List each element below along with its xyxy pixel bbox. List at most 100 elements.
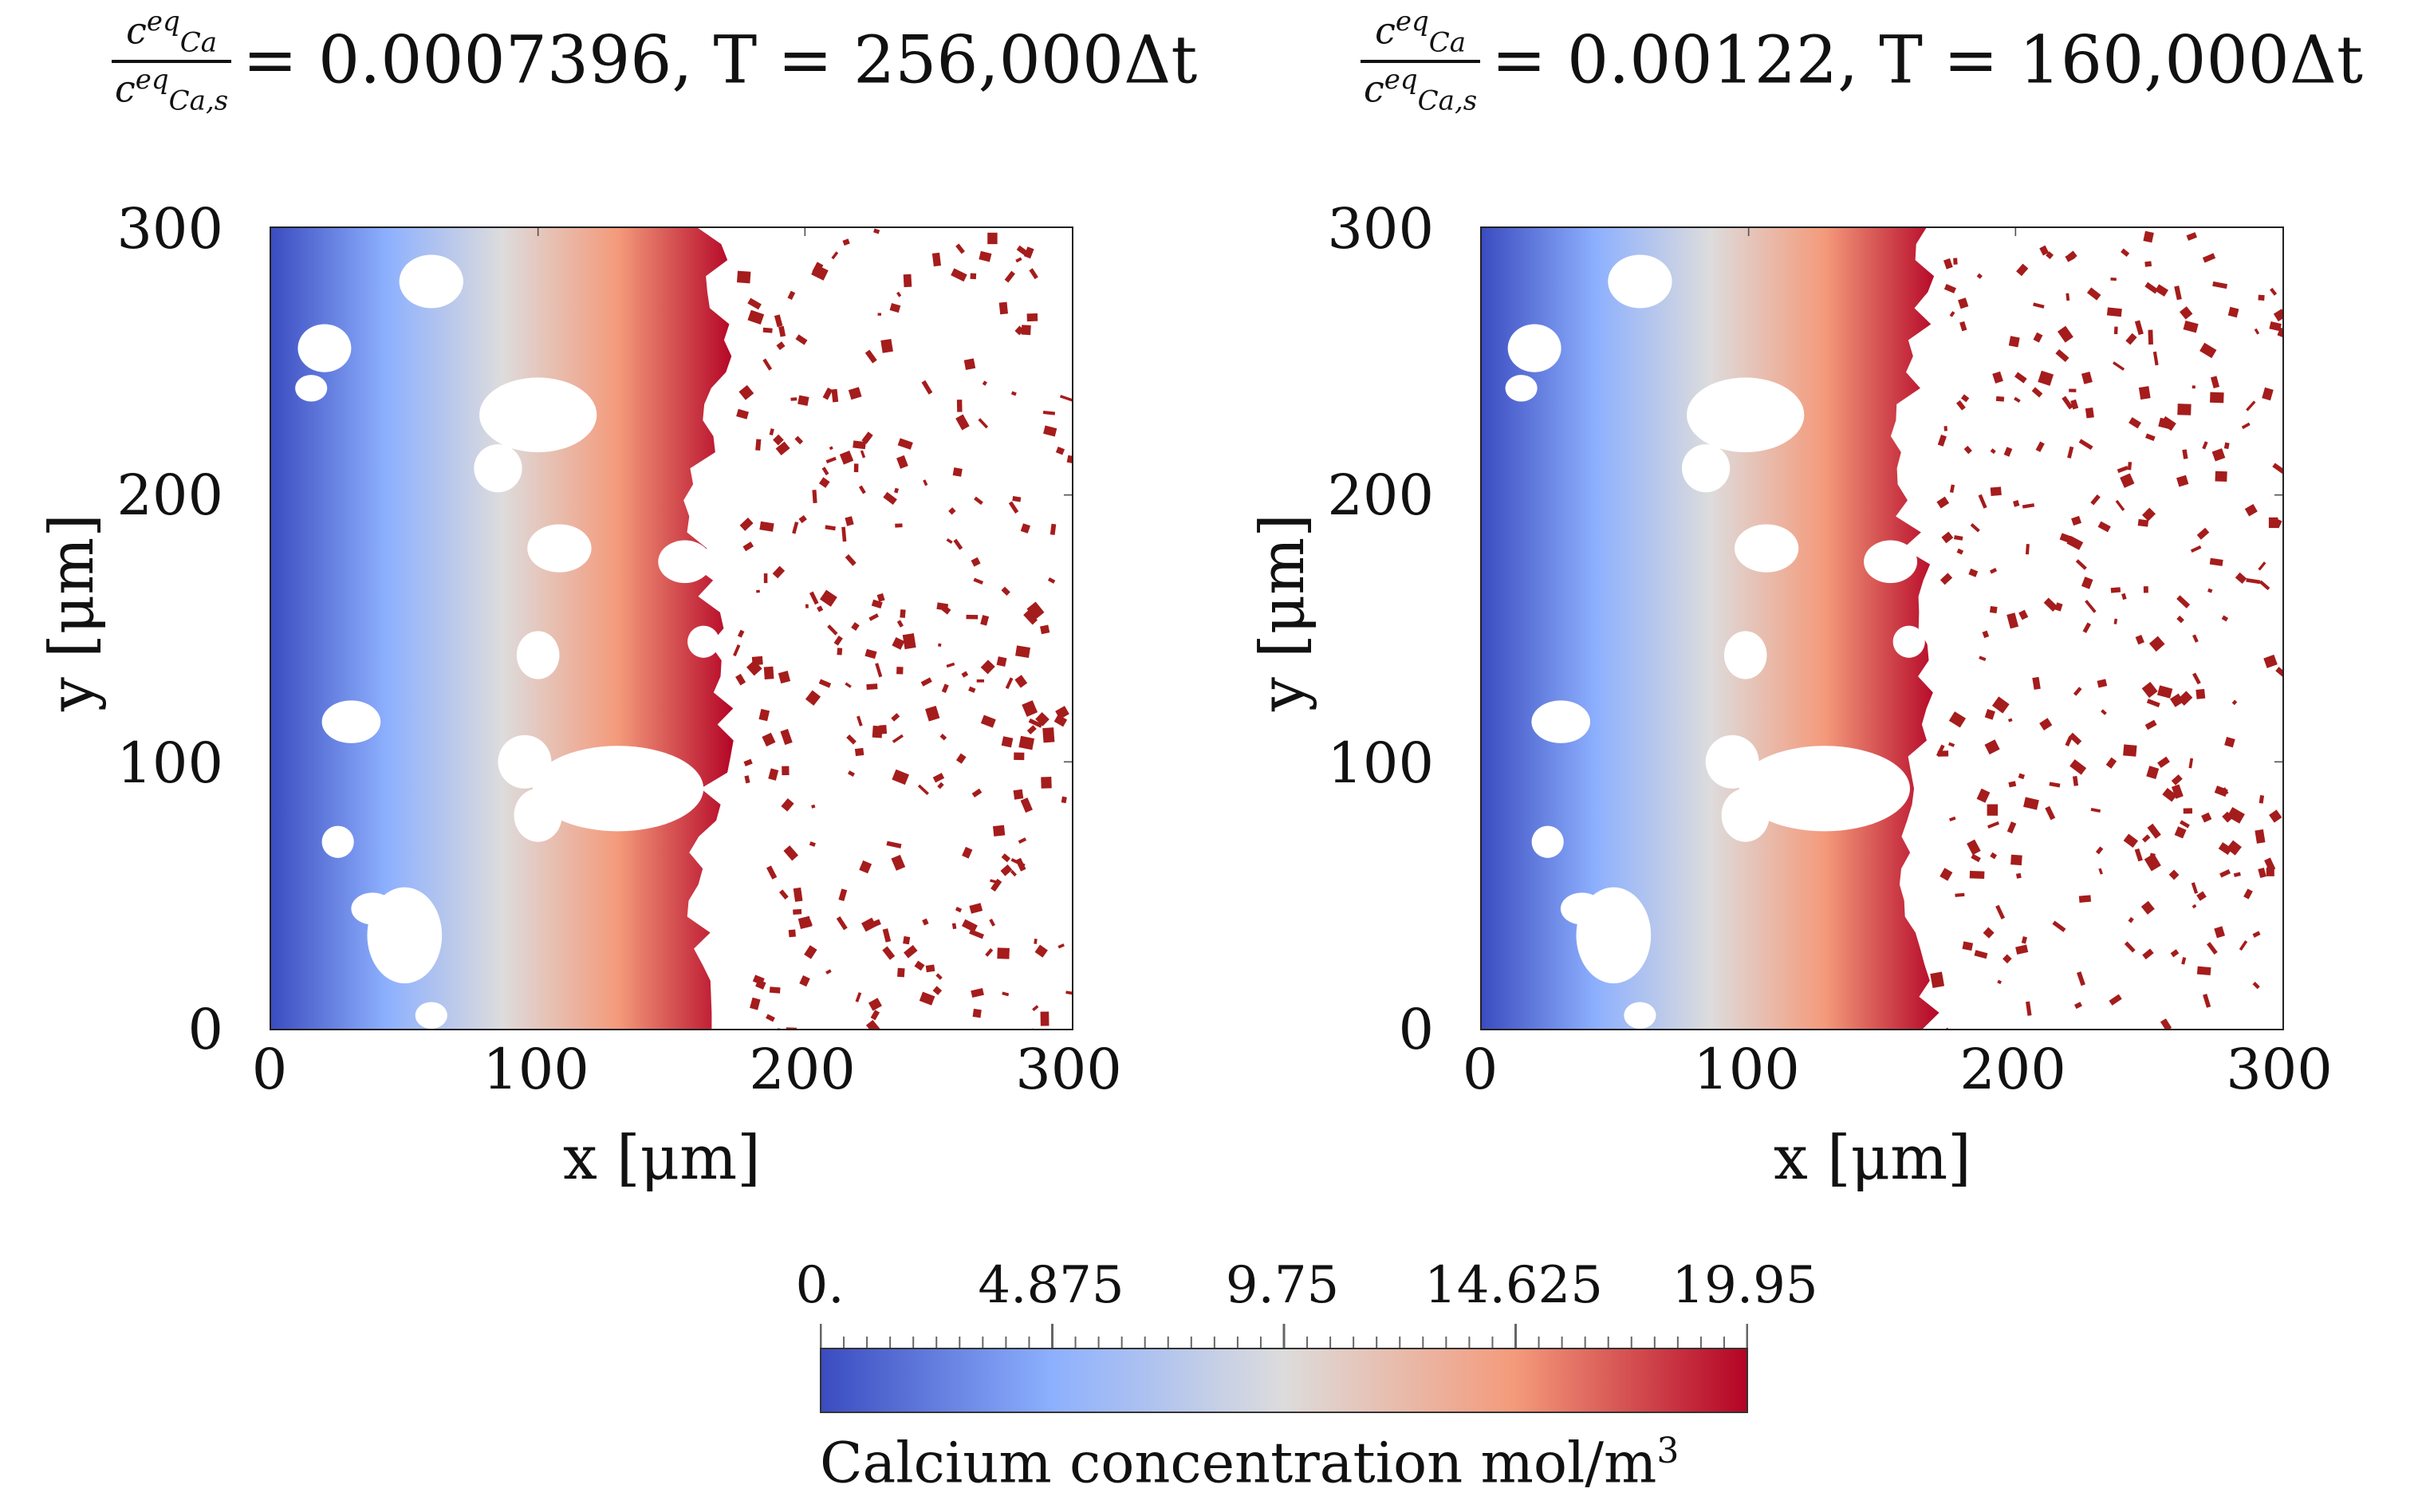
mineral-speck [2241,422,2251,430]
mineral-speck [788,929,796,938]
mineral-speck [935,973,943,980]
mineral-speck [1990,852,1998,860]
left-xlabel: x [μm] [563,1122,761,1193]
mineral-speck [2210,376,2220,389]
mineral-speck [1034,939,1038,944]
mineral-speck [2192,634,2199,643]
mineral-speck [868,613,879,621]
mineral-speck [997,947,1010,959]
mineral-speck [892,636,905,650]
mineral-speck [931,252,942,267]
mineral-speck [738,384,754,400]
mineral-speck [2147,823,2161,839]
mineral-speck [2113,326,2118,335]
mineral-speck [769,986,781,994]
mineral-speck [2085,407,2094,419]
mineral-speck [736,270,751,284]
mineral-speck [2275,667,2282,678]
mineral-speck [2057,325,2073,343]
mineral-speck [1026,725,1037,734]
mineral-speck [1968,568,1979,577]
mineral-speck [1020,797,1033,813]
mineral-speck [2183,808,2193,814]
mineral-speck [872,725,883,738]
mineral-speck [955,907,963,913]
mineral-speck [1014,675,1028,688]
mineral-speck [1001,853,1011,863]
left-xtick-0: 0 [251,1037,288,1102]
mineral-speck [2137,518,2149,527]
mineral-speck [1948,711,1967,728]
mineral-speck [932,773,945,783]
mineral-speck [861,431,873,444]
mineral-speck [952,467,963,477]
mineral-speck [1940,573,1953,585]
mineral-speck [869,919,881,928]
mineral-speck [2160,1018,2172,1029]
mineral-speck [864,648,877,660]
mineral-speck [2202,441,2208,450]
mineral-speck [2244,503,2258,517]
mineral-speck [1974,950,1988,959]
mineral-speck [2115,499,2125,511]
mineral-speck [736,408,749,419]
mineral-speck [746,660,762,676]
mineral-speck [2010,854,2022,866]
mineral-speck [2157,756,2170,769]
mineral-speck [2192,904,2197,909]
mineral-speck [1989,568,1998,574]
mineral-speck [2227,807,2245,824]
inert-grain [1505,375,1538,402]
mineral-speck [946,538,953,544]
mineral-speck [1995,396,2005,402]
mineral-speck [900,609,906,618]
mineral-speck [799,975,810,987]
mineral-speck [1936,496,1950,509]
left-xtick-200: 200 [749,1037,856,1102]
mineral-speck [2221,615,2229,622]
mineral-speck [1991,696,2010,714]
right-title-fraction: ceqCa ceqCa,s [1361,8,1481,114]
mineral-speck [996,656,1007,667]
mineral-speck [1041,777,1052,789]
mineral-speck [2067,446,2074,459]
inert-grain [399,254,463,309]
mineral-speck [2180,820,2190,829]
mineral-speck [2246,400,2256,411]
mineral-speck [2235,572,2247,585]
mineral-speck [854,747,864,757]
inert-grain [1576,887,1652,984]
mineral-speck [2026,1001,2032,1016]
mineral-speck [795,334,808,345]
mineral-speck [976,679,985,683]
mineral-speck [963,358,976,370]
mineral-speck [882,946,896,960]
mineral-speck [827,624,838,636]
colorbar-tick-label-0: 0. [795,1256,845,1315]
mineral-speck [868,998,882,1011]
mineral-speck [2113,361,2125,371]
mineral-speck [978,418,989,429]
mineral-speck [2270,287,2278,296]
mineral-speck [809,841,816,847]
right-ytick-100: 100 [1327,730,1434,796]
mineral-speck [2201,812,2212,823]
mineral-speck [1016,245,1030,258]
mineral-speck [2255,829,2266,844]
mineral-speck [2171,784,2184,799]
mineral-speck [870,1010,880,1021]
mineral-speck [805,690,821,706]
mineral-speck [794,435,804,445]
mineral-speck [2095,846,2104,855]
mineral-speck [2016,263,2029,277]
mineral-speck [833,636,843,646]
mineral-speck [2066,293,2070,301]
mineral-speck [1971,853,1981,863]
mineral-speck [756,589,760,593]
right-xlabel: x [μm] [1774,1122,1971,1193]
mineral-speck [2143,230,2154,243]
mineral-speck [2070,399,2079,410]
mineral-speck [894,487,900,494]
mineral-speck [2055,348,2069,362]
left-xtick-100: 100 [482,1037,589,1102]
